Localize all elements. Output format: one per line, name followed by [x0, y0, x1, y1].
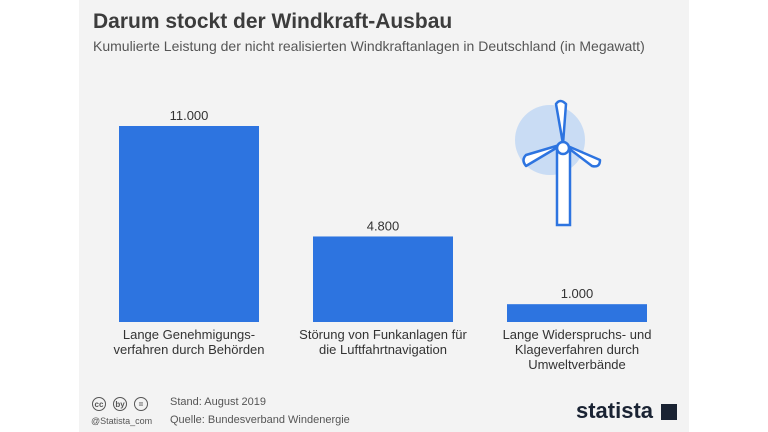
- category-label-line: Umweltverbände: [528, 357, 626, 372]
- category-label-2: Störung von Funkanlagen für die Luftfahrt…: [293, 327, 473, 357]
- bar-3: [507, 304, 647, 322]
- statista-logo: statista: [576, 398, 654, 423]
- bar-2: [313, 236, 453, 322]
- cc-attribution-icon: by: [113, 397, 127, 411]
- value-label-1: 11.000: [170, 108, 209, 123]
- chart-subtitle: Kumulierte Leistung der nicht realisiert…: [93, 38, 645, 54]
- wind-turbine-icon: [515, 99, 602, 227]
- statista-logo-mark: [661, 404, 677, 420]
- footer-source: Quelle: Bundesverband Windenergie: [170, 414, 350, 426]
- category-label-line: Lange Genehmigungs-: [122, 327, 256, 342]
- category-label-line: Lange Widerspruchs- und: [502, 327, 652, 342]
- chart-title: Darum stockt der Windkraft-Ausbau: [93, 10, 453, 33]
- category-label-line: Störung von Funkanlagen für: [299, 327, 467, 342]
- category-label-line: Klageverfahren durch: [514, 342, 640, 357]
- statista-handle: @Statista_com: [91, 416, 153, 426]
- category-label-3: Lange Widerspruchs- und Klageverfahren du…: [487, 327, 667, 372]
- cc-license-icon: cc: [92, 397, 106, 411]
- category-label-line: verfahren durch Behörden: [113, 342, 265, 357]
- value-label-2: 4.800: [367, 218, 400, 233]
- category-label-line: die Luftfahrtnavigation: [319, 342, 447, 357]
- category-label-1: Lange Genehmigungs-verfahren durch Behör…: [99, 327, 279, 357]
- footer-stand: Stand: August 2019: [170, 396, 267, 408]
- bar-1: [119, 126, 259, 322]
- value-label-3: 1.000: [561, 286, 594, 301]
- cc-no-derivatives-icon: =: [134, 397, 148, 411]
